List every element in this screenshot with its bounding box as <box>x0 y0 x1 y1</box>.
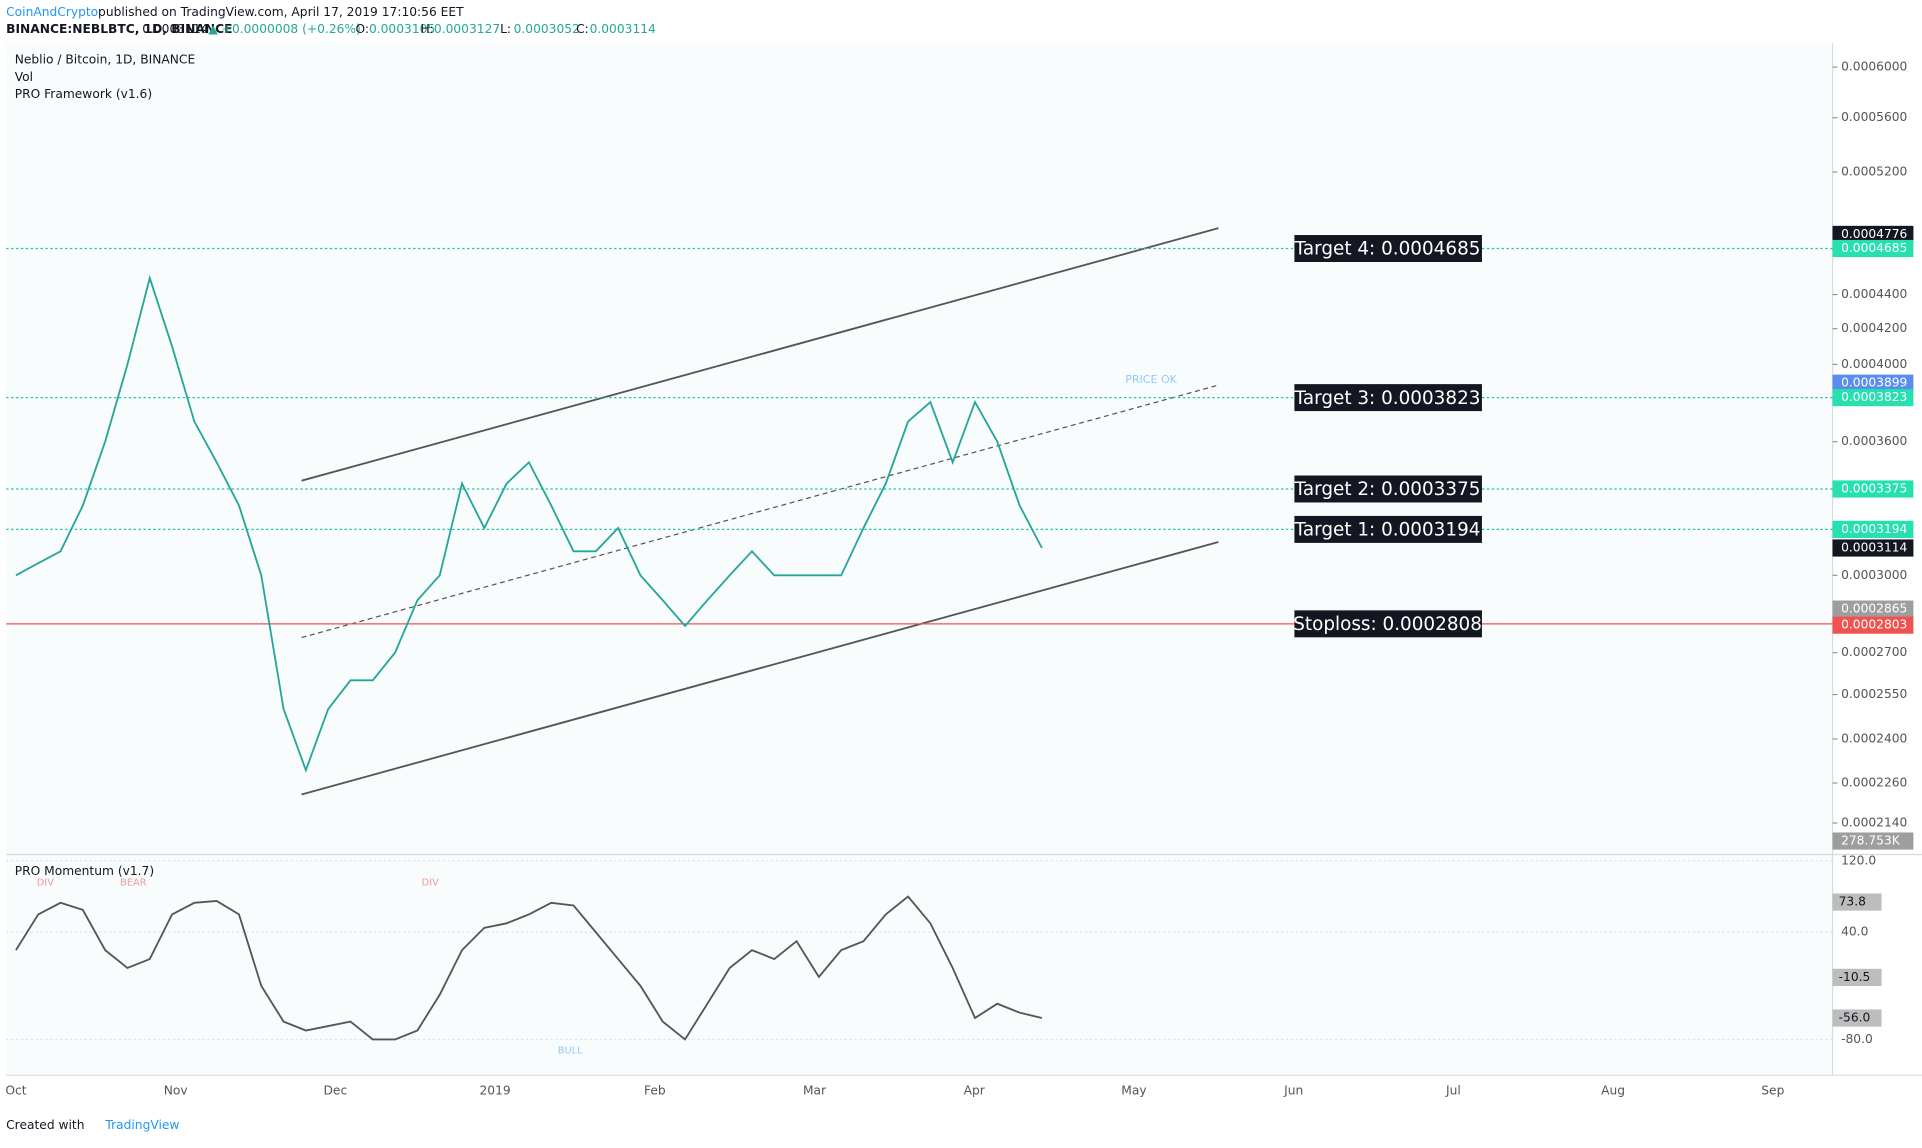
y-tick-label: 0.0004000 <box>1841 357 1907 371</box>
price-badge-label: 0.0003823 <box>1841 390 1907 404</box>
momentum-badge-label: -10.5 <box>1839 970 1871 984</box>
y-tick-label: 40.0 <box>1841 925 1868 939</box>
y-tick-label: 0.0003600 <box>1841 434 1907 448</box>
target-box <box>1294 475 1482 503</box>
target-box <box>1294 235 1482 263</box>
volume-badge <box>1832 832 1914 850</box>
momentum-title: PRO Momentum (v1.7) <box>15 864 154 878</box>
time-label: Jun <box>1283 1084 1303 1098</box>
volume-label: 278.753K <box>1841 834 1901 848</box>
series-title: Neblio / Bitcoin, 1D, BINANCE <box>15 53 196 67</box>
price-badge <box>1832 520 1914 538</box>
time-label: Jul <box>1445 1084 1461 1098</box>
price-badge-label: 0.0003194 <box>1841 522 1907 536</box>
price-badge <box>1832 374 1914 392</box>
channel-mid <box>301 384 1219 639</box>
target-label: Target 2: 0.0003375 <box>1294 479 1481 500</box>
y-tick-label: -80.0 <box>1841 1032 1873 1046</box>
annotation: BEAR <box>120 878 147 889</box>
channel-top <box>301 227 1219 482</box>
price-line <box>15 895 1043 1041</box>
price-badge <box>1832 480 1914 498</box>
time-label: 2019 <box>479 1084 510 1098</box>
price-badge <box>1832 225 1914 243</box>
ohlc-key: H: <box>420 22 433 36</box>
momentum-badge <box>1832 893 1882 911</box>
ohlc-value: 0.0003052 <box>514 22 580 36</box>
target-box <box>1294 384 1482 412</box>
time-label: Apr <box>964 1084 986 1098</box>
price-badge-label: 0.0004685 <box>1841 241 1907 255</box>
author[interactable]: CoinAndCrypto <box>6 5 98 19</box>
time-label: Aug <box>1601 1084 1625 1098</box>
time-label: Oct <box>5 1084 26 1098</box>
y-tick-label: 0.0002550 <box>1841 687 1907 701</box>
y-tick-label: 0.0002700 <box>1841 645 1907 659</box>
y-tick-label: 0.0005200 <box>1841 165 1907 179</box>
footer-brand[interactable]: TradingView <box>104 1118 179 1132</box>
time-label: Nov <box>164 1084 188 1098</box>
change: ▲ +0.0000008 (+0.26%) <box>208 22 360 36</box>
price-badge-label: 0.0003375 <box>1841 481 1907 495</box>
y-tick-label: 120.0 <box>1841 853 1876 867</box>
ohlc-value: 0.0003127 <box>434 22 500 36</box>
published: published on TradingView.com, April 17, … <box>98 5 464 19</box>
y-tick-label: 0.0004400 <box>1841 287 1907 301</box>
price-badge-label: 0.0002803 <box>1841 618 1907 632</box>
price-badge-label: 0.0004776 <box>1841 227 1907 241</box>
price-badge <box>1832 389 1914 407</box>
y-tick-label: 0.0004200 <box>1841 321 1907 335</box>
annotation: BULL <box>558 1046 583 1057</box>
price-badge-label: 0.0003899 <box>1841 376 1907 390</box>
y-tick-label: 0.0005600 <box>1841 110 1907 124</box>
ohlc-key: O: <box>355 22 369 36</box>
chart-area <box>6 43 1833 1076</box>
price-badge-label: 0.0002865 <box>1841 602 1907 616</box>
time-label: Mar <box>803 1084 827 1098</box>
annotation: DIV <box>37 878 54 889</box>
momentum-badge <box>1832 1009 1882 1027</box>
target-label: Stoploss: 0.0002808 <box>1293 614 1482 635</box>
y-tick-label: 0.0006000 <box>1841 60 1907 74</box>
time-label: May <box>1121 1084 1146 1098</box>
symbol: BINANCE:NEBLBTC, 1D, BINANCE <box>6 22 232 36</box>
study-label: Vol <box>15 70 33 84</box>
target-label: Target 3: 0.0003823 <box>1294 388 1481 409</box>
price-badge <box>1832 600 1914 618</box>
target-box <box>1294 515 1482 543</box>
price-badge <box>1832 539 1914 557</box>
price-badge <box>1832 616 1914 634</box>
footer-text: Created with <box>6 1118 84 1132</box>
last-price: 0.0003114 <box>142 22 208 36</box>
y-tick-label: 0.0002260 <box>1841 776 1907 790</box>
annotation: PRICE OK <box>1125 373 1177 386</box>
time-label: Feb <box>644 1084 666 1098</box>
price-line <box>15 274 1043 773</box>
momentum-badge <box>1832 968 1882 986</box>
y-tick-label: 0.0002140 <box>1841 816 1907 830</box>
target-box <box>1294 610 1482 638</box>
price-badge-label: 0.0003114 <box>1841 541 1907 555</box>
target-label: Target 1: 0.0003194 <box>1294 520 1481 541</box>
ohlc-key: L: <box>500 22 511 36</box>
momentum-badge-label: -56.0 <box>1839 1011 1871 1025</box>
y-tick-label: 0.0003000 <box>1841 568 1907 582</box>
time-label: Sep <box>1761 1084 1784 1098</box>
momentum-badge-label: 73.8 <box>1839 895 1866 909</box>
target-label: Target 4: 0.0004685 <box>1294 239 1481 260</box>
time-label: Dec <box>324 1084 348 1098</box>
ohlc-value: 0.0003105 <box>369 22 435 36</box>
study-label: PRO Framework (v1.6) <box>15 87 152 101</box>
channel-bottom <box>301 541 1219 796</box>
y-tick-label: 0.0002400 <box>1841 731 1907 745</box>
ohlc-value: 0.0003114 <box>590 22 656 36</box>
ohlc-key: C: <box>576 22 589 36</box>
price-badge <box>1832 239 1914 258</box>
annotation: DIV <box>422 878 439 889</box>
